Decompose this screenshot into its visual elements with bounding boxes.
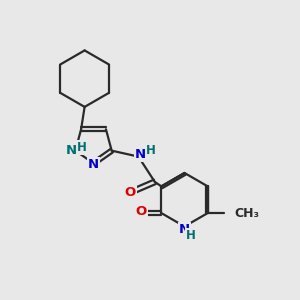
Text: N: N — [179, 223, 190, 236]
Text: N: N — [65, 144, 76, 157]
Text: H: H — [77, 141, 87, 154]
Text: O: O — [136, 205, 147, 218]
Text: H: H — [186, 229, 196, 242]
Text: N: N — [135, 148, 146, 161]
Text: H: H — [146, 144, 156, 157]
Text: N: N — [88, 158, 99, 171]
Text: O: O — [125, 186, 136, 199]
Text: CH₃: CH₃ — [234, 207, 260, 220]
